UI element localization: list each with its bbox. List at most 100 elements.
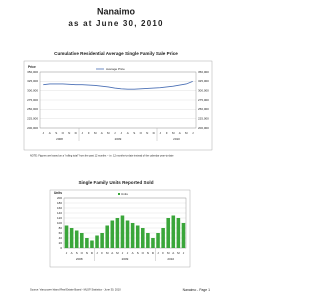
x-tick-label: J bbox=[157, 251, 159, 255]
x-tick-label: N bbox=[86, 251, 88, 255]
x-tick-label: J bbox=[183, 251, 185, 255]
legend-label: Average Price bbox=[106, 67, 125, 71]
bar bbox=[110, 220, 115, 248]
x-tick-label: S bbox=[137, 251, 139, 255]
x-tick-label: J bbox=[127, 251, 129, 255]
y-tick-label: 325,000 bbox=[27, 79, 38, 83]
x-tick-label: D bbox=[75, 131, 78, 135]
chart-frame bbox=[49, 189, 191, 268]
x-tick-label: J bbox=[43, 131, 45, 135]
x-tick-label: F bbox=[101, 251, 103, 255]
x-tick-label: M bbox=[172, 131, 175, 135]
bar bbox=[85, 238, 89, 248]
x-tick-label: F bbox=[162, 251, 164, 255]
x-tick-label: S bbox=[76, 251, 78, 255]
y2-tick-label: 225,000 bbox=[198, 116, 209, 120]
x-tick-label: F bbox=[88, 131, 90, 135]
chart-frame bbox=[23, 60, 213, 151]
bar bbox=[69, 228, 74, 248]
bar bbox=[146, 233, 150, 248]
y-tick-label: 275,000 bbox=[27, 98, 38, 102]
x-tick-label: O bbox=[142, 251, 145, 255]
page: {"header": {"title": "Nanaimo", "subtitl… bbox=[23, 6, 213, 292]
x-tick-label: J bbox=[122, 251, 124, 255]
bar bbox=[156, 233, 160, 248]
x-tick-label: M bbox=[94, 131, 97, 135]
y2-tick-label: 350,000 bbox=[198, 70, 209, 74]
y-tick-label: 20 bbox=[59, 241, 63, 245]
x-tick-label: J bbox=[121, 131, 123, 135]
x-tick-label: D bbox=[91, 251, 94, 255]
year-label: 2009 bbox=[115, 137, 122, 141]
y-tick-label: 225,000 bbox=[27, 116, 38, 120]
y-tick-label: 140 bbox=[57, 211, 62, 215]
plot-area bbox=[63, 197, 187, 249]
year-label: 2008 bbox=[56, 137, 63, 141]
y-tick-label: 60 bbox=[59, 231, 63, 235]
x-tick-label: A bbox=[111, 251, 113, 255]
x-tick-label: A bbox=[49, 131, 51, 135]
note: NOTE: Figures are based on a "rolling to… bbox=[30, 155, 174, 158]
x-tick-label: M bbox=[106, 251, 109, 255]
y-tick-label: 0 bbox=[60, 246, 62, 250]
y-tick-label: 350,000 bbox=[27, 70, 38, 74]
y-tick-label: 200,000 bbox=[27, 126, 38, 130]
y-tick-label: 200 bbox=[57, 196, 62, 200]
y-tick-label: 40 bbox=[59, 236, 63, 240]
y2-tick-label: 250,000 bbox=[198, 107, 209, 111]
bar bbox=[80, 233, 84, 248]
x-tick-label: N bbox=[146, 131, 148, 135]
bar bbox=[90, 240, 94, 248]
chart-title: Cumulative Residential Average Single Fa… bbox=[54, 51, 178, 56]
bar bbox=[176, 218, 181, 248]
bar bbox=[161, 228, 165, 248]
bar bbox=[171, 215, 176, 248]
bar bbox=[120, 215, 125, 248]
source: Source: Vancouver Island Real Estate Boa… bbox=[30, 288, 121, 292]
x-tick-label: J bbox=[66, 251, 68, 255]
x-tick-label: D bbox=[152, 251, 155, 255]
bar bbox=[166, 218, 170, 248]
x-tick-label: F bbox=[166, 131, 168, 135]
x-tick-label: M bbox=[167, 251, 170, 255]
x-tick-label: J bbox=[160, 131, 162, 135]
bar bbox=[64, 225, 69, 248]
y2-tick-label: 300,000 bbox=[198, 88, 209, 92]
x-tick-label: M bbox=[185, 131, 188, 135]
x-tick-label: M bbox=[107, 131, 110, 135]
x-tick-label: A bbox=[101, 131, 103, 135]
year-label: 2010 bbox=[173, 137, 180, 141]
x-tick-label: M bbox=[116, 251, 119, 255]
year-label: 2008 bbox=[76, 257, 83, 261]
x-tick-label: N bbox=[68, 131, 70, 135]
x-tick-label: S bbox=[133, 131, 135, 135]
x-tick-label: A bbox=[71, 251, 73, 255]
y-tick-label: 250,000 bbox=[27, 107, 38, 111]
bar bbox=[151, 238, 155, 248]
line bbox=[43, 80, 193, 90]
page-number: Nanaimo - Page 1 bbox=[183, 288, 210, 292]
bar bbox=[95, 235, 99, 248]
y-tick-label: 120 bbox=[57, 216, 62, 220]
x-tick-label: J bbox=[82, 131, 84, 135]
bar bbox=[181, 223, 186, 248]
x-tick-label: A bbox=[127, 131, 129, 135]
y-tick-label: 300,000 bbox=[27, 88, 38, 92]
x-tick-label: O bbox=[62, 131, 65, 135]
x-tick-label: J bbox=[96, 251, 98, 255]
page-title: Nanaimo bbox=[97, 6, 136, 16]
document: Nanaimo as at June 30, 2010 Source: Vanc… bbox=[23, 6, 213, 292]
y-tick-label: 160 bbox=[57, 206, 62, 210]
x-tick-label: J bbox=[114, 131, 116, 135]
bar bbox=[105, 225, 109, 248]
axis-label: Price bbox=[28, 65, 36, 69]
bar bbox=[100, 233, 104, 248]
x-tick-label: O bbox=[81, 251, 84, 255]
year-label: 2009 bbox=[122, 257, 129, 261]
legend-label: Units bbox=[121, 192, 128, 196]
x-tick-label: A bbox=[172, 251, 174, 255]
x-tick-label: M bbox=[177, 251, 180, 255]
x-tick-label: D bbox=[153, 131, 156, 135]
x-tick-label: S bbox=[55, 131, 57, 135]
y2-tick-label: 325,000 bbox=[198, 79, 209, 83]
